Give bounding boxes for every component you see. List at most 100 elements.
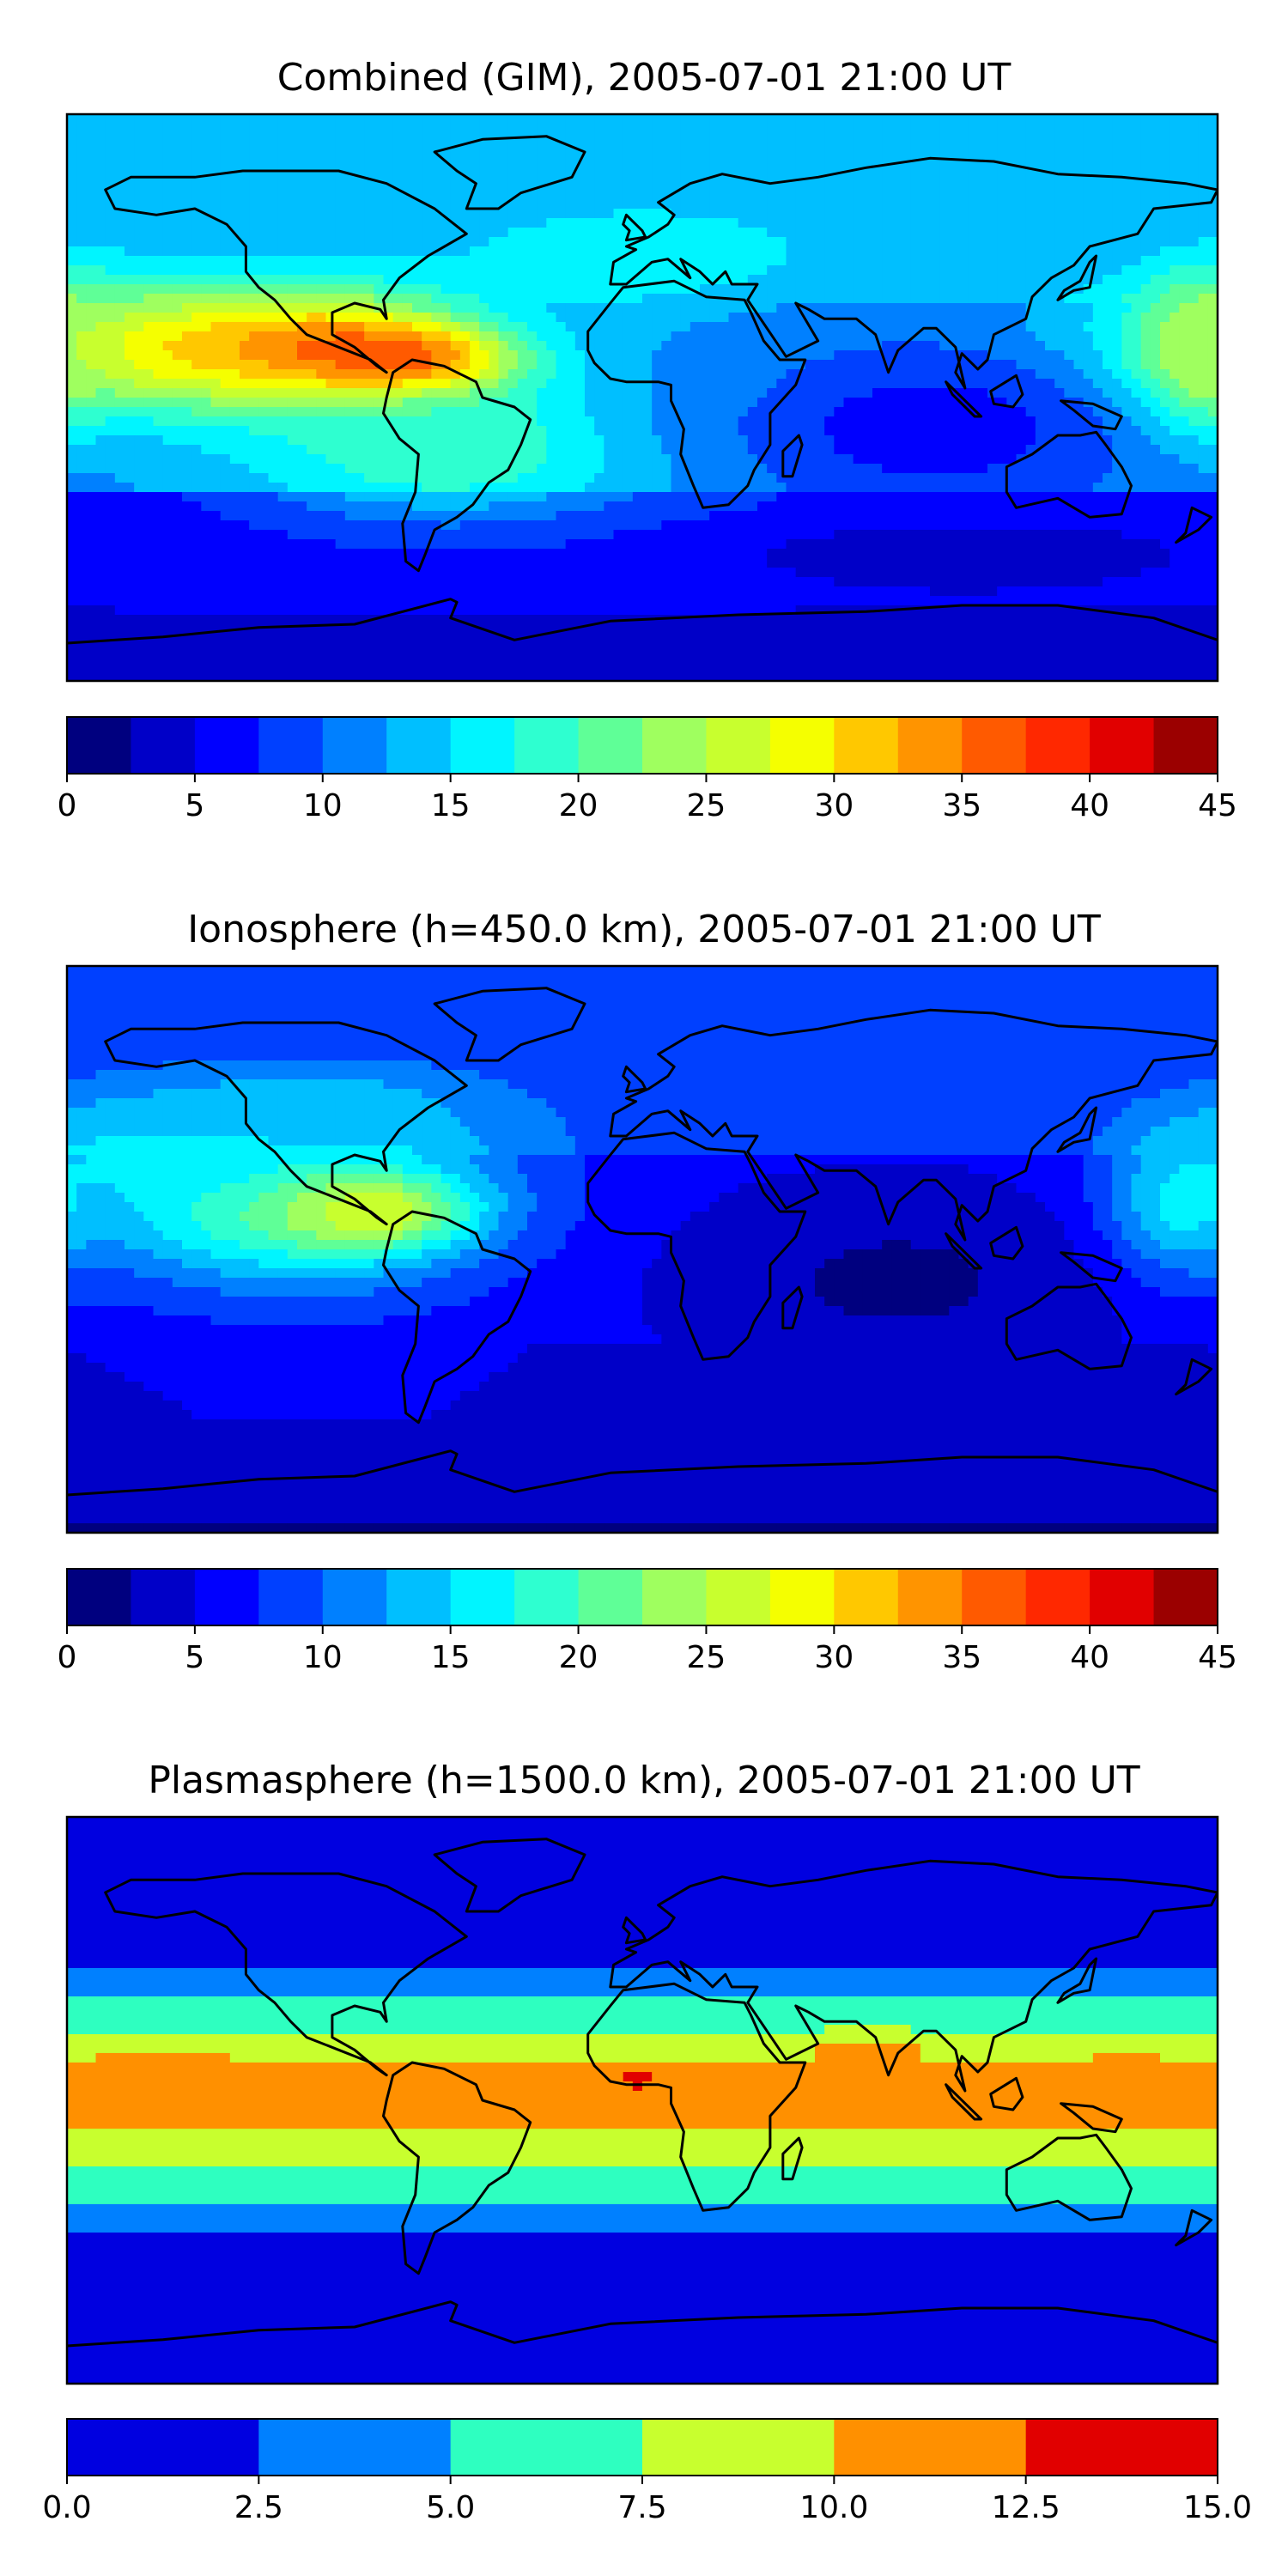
heatmap-cell — [910, 313, 921, 323]
heatmap-cell — [594, 218, 605, 228]
heatmap-cell — [307, 228, 317, 238]
heatmap-cell — [162, 398, 173, 408]
heatmap-cell — [355, 180, 365, 191]
heatmap-cell — [402, 237, 413, 247]
heatmap-cell — [364, 218, 374, 228]
heatmap-cell — [738, 133, 749, 143]
heatmap-cell — [901, 426, 912, 436]
heatmap-cell — [700, 275, 710, 285]
heatmap-cell — [949, 445, 960, 455]
heatmap-cell — [604, 246, 615, 257]
heatmap-cell — [287, 228, 298, 238]
heatmap-cell — [105, 284, 116, 295]
heatmap-cell — [1131, 398, 1142, 408]
heatmap-cell — [1073, 124, 1084, 134]
heatmap-cell — [690, 331, 701, 342]
heatmap-cell — [287, 501, 298, 512]
heatmap-cell — [422, 492, 432, 502]
heatmap-cell — [1207, 246, 1218, 257]
heatmap-cell — [1170, 473, 1180, 483]
heatmap-cell — [182, 303, 192, 313]
heatmap-cell — [1112, 483, 1122, 493]
heatmap-cell — [507, 426, 519, 436]
heatmap-cell — [268, 426, 279, 436]
heatmap-cell — [470, 492, 480, 502]
heatmap-cell — [1160, 294, 1170, 304]
heatmap-cell — [364, 341, 374, 351]
heatmap-cell — [182, 161, 192, 172]
heatmap-cell — [316, 331, 327, 342]
heatmap-cell — [661, 265, 672, 276]
heatmap-cell — [767, 398, 777, 408]
heatmap-cell — [172, 180, 183, 191]
heatmap-cell — [383, 483, 394, 493]
heatmap-cell — [738, 246, 749, 257]
heatmap-cell — [1073, 161, 1084, 172]
heatmap-cell — [1121, 398, 1133, 408]
heatmap-cell — [623, 190, 634, 200]
heatmap-cell — [767, 161, 777, 172]
heatmap-cell — [604, 379, 615, 389]
heatmap-cell — [431, 483, 442, 493]
heatmap-cell — [1035, 228, 1046, 238]
heatmap-cell — [364, 501, 374, 512]
heatmap-cell — [709, 483, 720, 493]
heatmap-cell — [786, 237, 797, 247]
heatmap-cell — [431, 190, 442, 200]
heatmap-cell — [891, 199, 902, 210]
heatmap-cell — [1140, 350, 1151, 361]
heatmap-cell — [939, 199, 950, 210]
heatmap-cell — [307, 303, 317, 313]
heatmap-cell — [930, 294, 940, 304]
heatmap-cell — [1083, 379, 1094, 389]
heatmap-cell — [1179, 416, 1190, 427]
heatmap-cell — [1064, 124, 1075, 134]
heatmap-cell — [1188, 369, 1200, 380]
heatmap-cell — [968, 464, 979, 474]
heatmap-cell — [287, 275, 298, 285]
heatmap-cell — [287, 407, 298, 417]
heatmap-cell — [594, 501, 605, 512]
heatmap-cell — [1112, 152, 1122, 162]
heatmap-cell — [1188, 133, 1200, 143]
heatmap-cell — [240, 445, 250, 455]
heatmap-cell — [987, 303, 998, 313]
heatmap-cell — [191, 294, 202, 304]
heatmap-cell — [757, 426, 768, 436]
heatmap-cell — [537, 407, 547, 417]
heatmap-cell — [795, 199, 806, 210]
heatmap-cell — [642, 360, 653, 370]
heatmap-cell — [1198, 416, 1209, 427]
heatmap-cell — [747, 180, 758, 191]
heatmap-cell — [632, 313, 643, 323]
heatmap-cell — [546, 171, 557, 181]
heatmap-cell — [920, 265, 931, 276]
heatmap-cell — [258, 501, 270, 512]
heatmap-cell — [652, 398, 662, 408]
heatmap-cell — [507, 360, 519, 370]
heatmap-cell — [422, 426, 432, 436]
heatmap-cell — [565, 492, 576, 502]
heatmap-cell — [805, 407, 816, 417]
heatmap-cell — [680, 435, 691, 446]
heatmap-cell — [728, 416, 739, 427]
heatmap-cell — [489, 464, 500, 474]
heatmap-cell — [450, 360, 461, 370]
heatmap-cell — [1064, 218, 1075, 228]
heatmap-cell — [632, 275, 643, 285]
heatmap-cell — [383, 464, 394, 474]
heatmap-cell — [738, 379, 749, 389]
heatmap-cell — [920, 209, 931, 219]
heatmap-cell — [459, 303, 471, 313]
heatmap-cell — [105, 407, 116, 417]
heatmap-cell — [114, 161, 125, 172]
heatmap-cell — [700, 256, 710, 266]
heatmap-cell — [134, 199, 144, 210]
heatmap-cell — [556, 114, 567, 125]
heatmap-cell — [1170, 284, 1180, 295]
heatmap-cell — [585, 124, 595, 134]
heatmap-cell — [459, 237, 471, 247]
heatmap-cell — [767, 199, 777, 210]
heatmap-cell — [968, 398, 979, 408]
heatmap-cell — [738, 454, 749, 465]
